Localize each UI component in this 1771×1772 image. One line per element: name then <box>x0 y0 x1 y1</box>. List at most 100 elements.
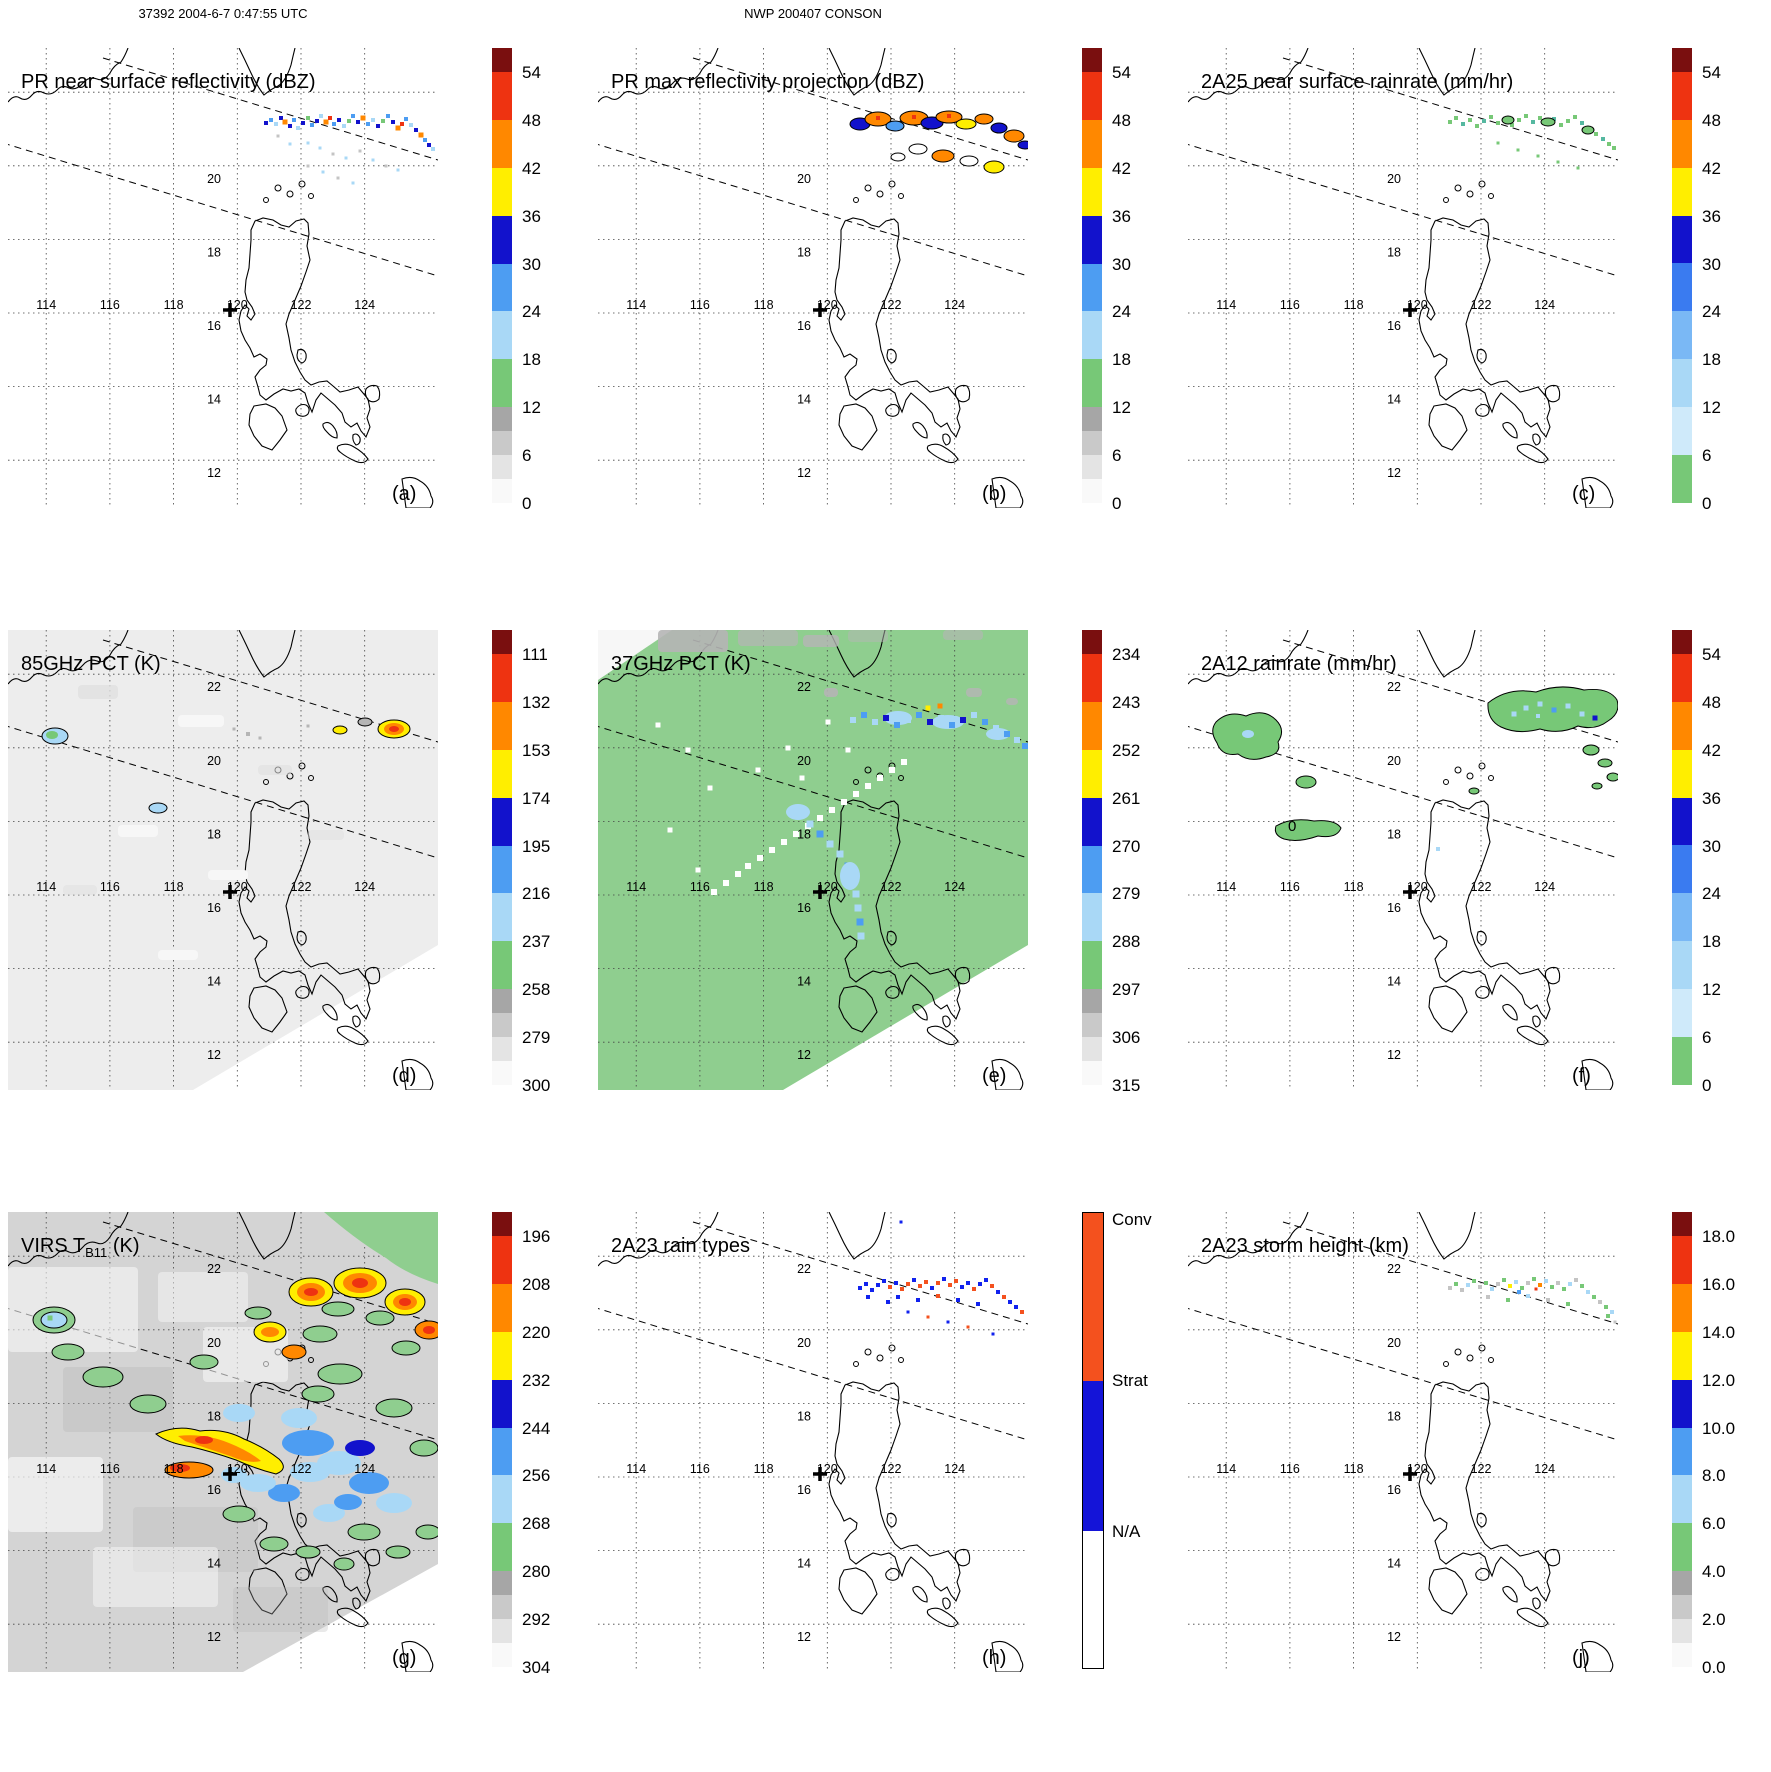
panel-2a25-rainrate: 114 116 118 120 122 124 20 18 16 14 12 2A25 near su… <box>1180 26 1770 608</box>
data-blob <box>423 1326 435 1334</box>
data-pixel <box>872 719 878 725</box>
colorbar-tick: 54 <box>1112 62 1131 82</box>
data-pixel <box>1573 115 1577 119</box>
island-outline <box>1478 180 1486 188</box>
colorbar-pct37: 234 243 252 261 270 279 288 297 306 315 <box>1082 630 1177 1095</box>
data-pixel <box>292 118 296 122</box>
data-pixel <box>1510 123 1514 127</box>
colorbar-segment <box>1672 989 1692 1038</box>
latitude-label: 12 <box>1387 466 1401 480</box>
coastline <box>885 403 900 417</box>
latitude-label: 14 <box>797 393 811 407</box>
island-outline <box>308 193 314 199</box>
data-blob <box>1501 115 1515 125</box>
data-pixel <box>319 114 323 118</box>
data-pixel <box>276 134 280 138</box>
colorbar-segment <box>1672 215 1692 264</box>
coastline <box>1428 403 1468 451</box>
island-outline <box>298 180 306 188</box>
coastline <box>248 1567 288 1615</box>
island-outline <box>876 1354 884 1362</box>
data-pixel <box>1552 117 1556 121</box>
data-blob <box>955 118 977 130</box>
colorbar-segment <box>1082 1061 1102 1085</box>
colorbar-segment <box>1082 263 1102 312</box>
storm-center-cross-icon <box>223 303 237 317</box>
colorbar-segment <box>1672 1427 1692 1476</box>
longitude-label: 116 <box>100 1462 120 1476</box>
sensor-swath <box>8 630 438 1090</box>
coastline <box>295 985 310 999</box>
longitude-label: 114 <box>1216 1462 1236 1476</box>
data-pixel <box>342 124 346 128</box>
colorbar-tick: 6.0 <box>1702 1514 1726 1534</box>
data-pixel <box>926 1315 930 1319</box>
data-pixel <box>310 123 314 127</box>
colorbar-tick: 237 <box>522 932 551 952</box>
data-pixel <box>427 143 431 147</box>
data-blob <box>376 1493 412 1513</box>
data-pixel <box>1598 1300 1602 1304</box>
data-pixel <box>1516 148 1520 152</box>
colorbar-tick: 196 <box>522 1226 551 1246</box>
colorbar-tick: 243 <box>1112 692 1141 712</box>
data-pixel <box>332 122 336 126</box>
data-blob <box>786 804 810 820</box>
data-patch <box>943 630 983 640</box>
latitude-label: 14 <box>797 1557 811 1571</box>
panel-title: 2A12 rainrate (mm/hr) <box>1201 653 1397 675</box>
data-blob <box>268 1484 300 1502</box>
data-blob <box>365 1310 395 1326</box>
longitude-label: 122 <box>1471 298 1492 312</box>
data-blob <box>959 155 979 167</box>
coastline <box>1418 1212 1476 1260</box>
colorbar-ticks: 111 132 153 174 195 216 237 258 279 300 <box>522 630 586 1095</box>
data-pixel <box>826 840 834 848</box>
data-pixel <box>982 719 988 725</box>
latitude-label: 12 <box>1387 1048 1401 1062</box>
colorbar-tick: 42 <box>1112 158 1131 178</box>
colorbar-tick: 8.0 <box>1702 1466 1726 1486</box>
colorbar-storm-height: 18.0 16.0 14.0 12.0 10.0 8.0 6.0 4.0 2.0 0.0 <box>1672 1212 1767 1677</box>
data-pixel <box>366 122 370 126</box>
data-pixel <box>1461 122 1465 126</box>
colorbar-tick: 48 <box>1702 110 1721 130</box>
data-blob <box>304 1288 318 1296</box>
longitude-label: 124 <box>354 298 375 312</box>
latitude-label: 16 <box>1387 319 1401 333</box>
data-patch <box>824 688 838 697</box>
data-blob <box>375 1398 413 1418</box>
latitude-label: 16 <box>207 901 221 915</box>
colorbar-tick: 12 <box>522 398 541 418</box>
island-outline <box>1466 772 1474 780</box>
longitude-label: 116 <box>100 298 120 312</box>
latitude-label: 20 <box>1387 1336 1401 1350</box>
data-patch <box>658 630 728 652</box>
coastline <box>828 1381 961 1603</box>
contour-label: 0 <box>1288 818 1296 835</box>
colorbar-tick: 208 <box>522 1274 551 1294</box>
data-pixel <box>1502 1278 1506 1282</box>
colorbar-segment <box>492 1475 512 1524</box>
colorbar-tick: 24 <box>1702 884 1721 904</box>
data-pixel <box>857 932 865 940</box>
data-pixel <box>1565 703 1571 709</box>
coastline <box>295 403 310 417</box>
data-pixel <box>984 1278 988 1282</box>
colorbar-tick: 54 <box>1702 62 1721 82</box>
island-outline <box>898 775 904 781</box>
coastline <box>364 1548 381 1567</box>
data-pixel <box>888 1285 892 1289</box>
data-pixel <box>930 1286 934 1290</box>
data-blob <box>170 1464 190 1472</box>
data-patch <box>158 1272 248 1322</box>
colorbar <box>492 630 512 1085</box>
coastline <box>295 1567 310 1581</box>
data-pixel <box>916 1298 920 1302</box>
data-pixel <box>947 114 951 118</box>
longitude-label: 122 <box>881 880 902 894</box>
colorbar-segment <box>1672 407 1692 456</box>
data-pixel <box>1517 1290 1521 1294</box>
data-pixel <box>246 732 250 736</box>
data-pixel <box>1454 1282 1458 1286</box>
